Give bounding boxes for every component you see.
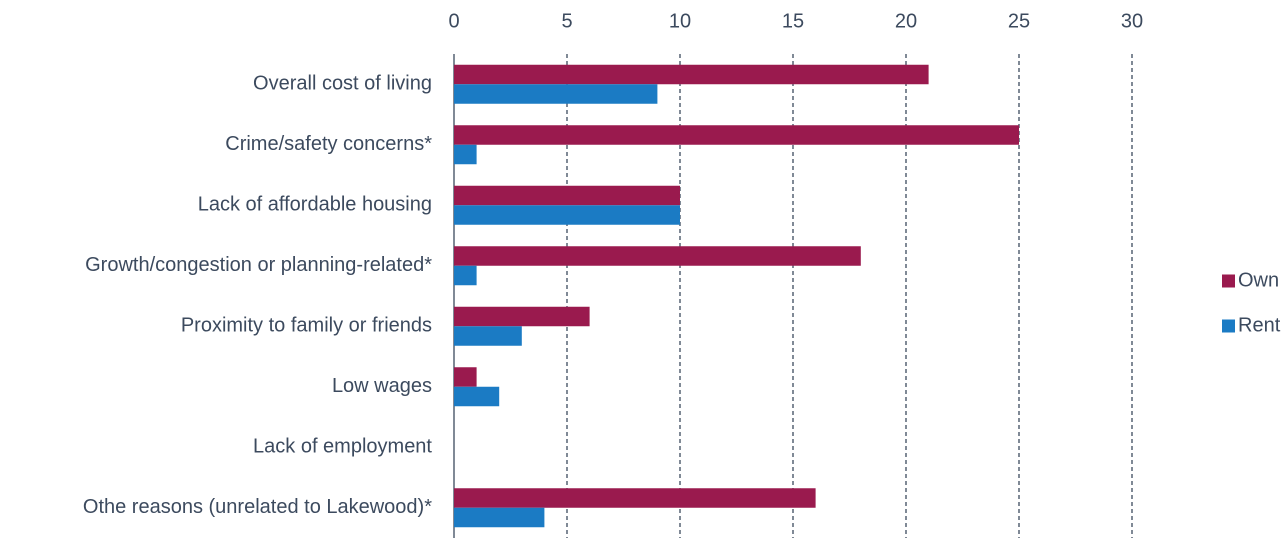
x-tick-label: 10 xyxy=(669,10,691,32)
category-label: Crime/safety concerns* xyxy=(225,133,432,155)
category-label: Proximity to family or friends xyxy=(181,315,432,337)
bar xyxy=(454,507,545,528)
x-tick-label: 5 xyxy=(561,10,572,32)
bar xyxy=(454,144,477,165)
legend-swatch xyxy=(1222,319,1235,333)
bar xyxy=(454,125,1019,145)
bar xyxy=(454,64,929,85)
x-tick-label: 30 xyxy=(1121,10,1143,32)
bar xyxy=(454,488,816,508)
legend-label: Rent xyxy=(1238,314,1281,336)
bar xyxy=(454,367,477,387)
x-tick-label: 15 xyxy=(782,10,804,32)
category-label: Overall cost of living xyxy=(253,73,432,95)
category-label: Growth/congestion or planning-related* xyxy=(85,254,432,276)
bar xyxy=(454,246,861,266)
category-label: Low wages xyxy=(332,375,432,397)
category-label: Lack of employment xyxy=(253,436,432,458)
bar xyxy=(454,205,680,225)
x-tick-label: 25 xyxy=(1008,10,1030,32)
bar xyxy=(454,84,658,104)
legend-label: Own xyxy=(1238,269,1279,291)
bar xyxy=(454,306,590,327)
bar xyxy=(454,265,477,286)
bar xyxy=(454,326,522,346)
bar xyxy=(454,386,500,407)
bar xyxy=(454,185,680,206)
category-label: Othe reasons (unrelated to Lakewood)* xyxy=(83,496,432,518)
x-tick-label: 20 xyxy=(895,10,917,32)
category-label: Lack of affordable housing xyxy=(198,194,432,216)
legend-swatch xyxy=(1222,274,1235,288)
x-tick-label: 0 xyxy=(448,10,459,32)
